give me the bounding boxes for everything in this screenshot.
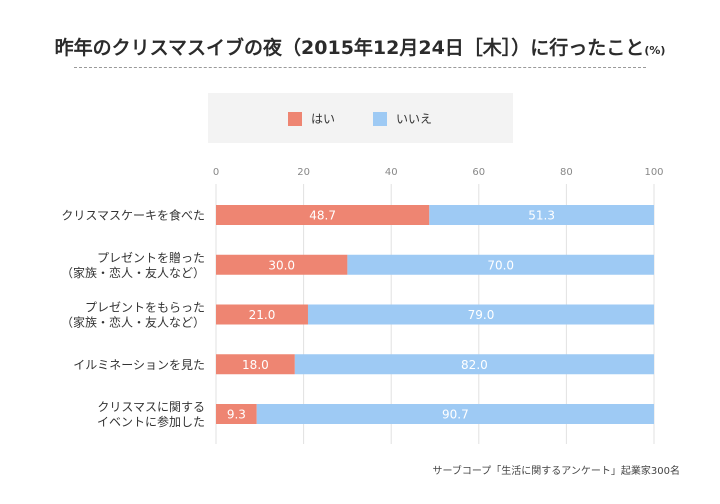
category-label: （家族・恋人・友人など） — [61, 315, 205, 330]
bar-no — [347, 254, 654, 275]
legend-label-yes: はい — [311, 112, 336, 126]
data-label: 51.3 — [528, 209, 555, 223]
bar-no — [429, 205, 654, 225]
category-label: （家族・恋人・友人など） — [61, 265, 205, 280]
category-label: クリスマスに関する — [97, 400, 205, 414]
bar-yes — [216, 404, 257, 424]
legend-item-no: いいえ — [373, 110, 432, 127]
category-label: プレゼントをもらった — [85, 301, 205, 315]
x-tick-label: 60 — [472, 167, 485, 178]
category-label: プレゼントを贈った — [97, 250, 205, 265]
data-label: 79.0 — [468, 308, 495, 322]
category-label: イルミネーションを見た — [73, 358, 205, 372]
data-label: 30.0 — [268, 258, 295, 272]
x-tick-label: 0 — [213, 167, 219, 178]
x-tick-label: 100 — [644, 167, 663, 178]
x-tick-label: 80 — [560, 167, 573, 178]
x-tick-label: 40 — [385, 167, 398, 178]
x-tick-label: 20 — [297, 167, 310, 178]
data-label: 21.0 — [249, 308, 276, 322]
legend: はい いいえ — [208, 93, 513, 143]
chart-title: 昨年のクリスマスイブの夜（2015年12月24日［木］）に行ったこと(%) — [0, 33, 720, 60]
data-label: 90.7 — [442, 408, 469, 422]
bar-no — [256, 404, 654, 424]
title-divider — [74, 67, 646, 68]
legend-swatch-no — [373, 111, 387, 126]
category-label: クリスマスケーキを食べた — [61, 208, 205, 223]
source-note: サーブコープ「生活に関するアンケート」起業家300名 — [432, 466, 681, 477]
bar-no — [307, 304, 654, 325]
legend-swatch-yes — [288, 111, 302, 126]
bar-yes — [216, 304, 308, 325]
bar-yes — [216, 254, 348, 275]
data-label: 82.0 — [461, 358, 488, 372]
title-unit: (%) — [644, 44, 666, 57]
bar-no — [294, 354, 654, 375]
bar-yes — [216, 205, 430, 225]
data-label: 9.3 — [227, 408, 246, 422]
title-text: 昨年のクリスマスイブの夜（2015年12月24日［木］）に行ったこと — [54, 37, 645, 59]
data-label: 48.7 — [309, 209, 336, 223]
data-label: 18.0 — [242, 358, 269, 372]
category-label: イベントに参加した — [97, 414, 205, 429]
legend-label-no: いいえ — [396, 112, 433, 126]
data-label: 70.0 — [487, 258, 514, 272]
bar-yes — [216, 354, 295, 375]
legend-item-yes: はい — [288, 110, 335, 127]
